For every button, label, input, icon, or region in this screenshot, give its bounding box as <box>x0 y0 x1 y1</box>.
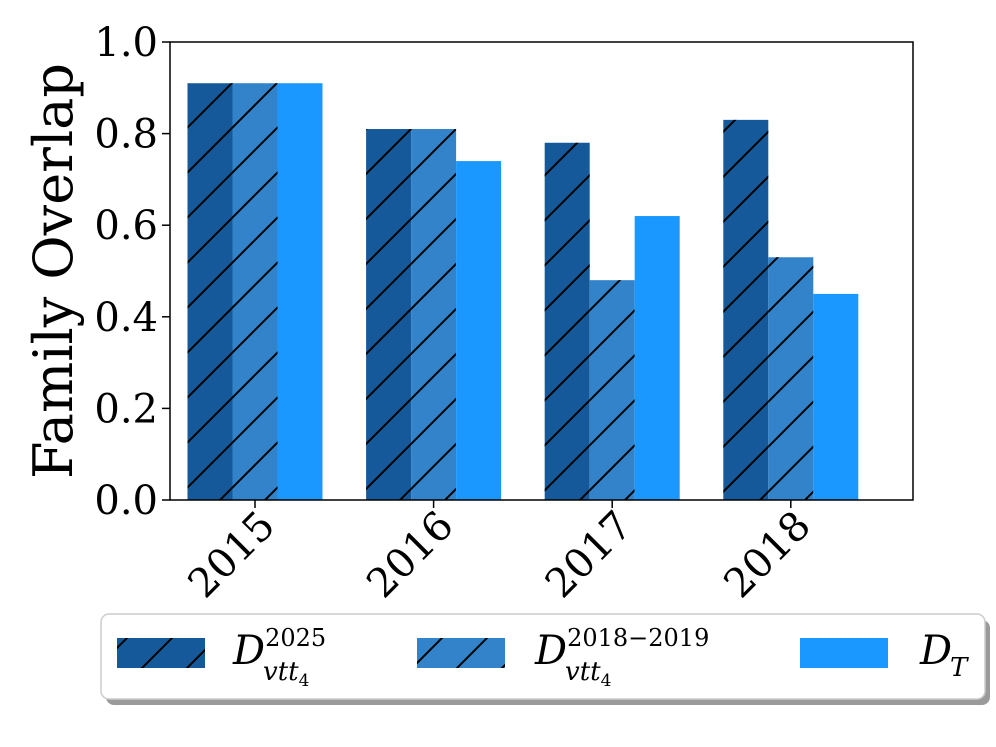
bar-2016-series-3 <box>456 161 502 500</box>
y-tick-label: 0.4 <box>94 295 158 341</box>
x-tick-label: 2018 <box>715 503 820 608</box>
legend-subscript-3: T <box>950 653 969 683</box>
y-tick-label: 0.6 <box>94 203 158 249</box>
bar-hatch-2017-series-2 <box>589 280 635 500</box>
y-tick-label: 1.0 <box>94 20 158 66</box>
legend-swatch-hatch-2 <box>417 638 505 668</box>
y-tick-label: 0.8 <box>94 112 158 158</box>
bar-2018-series-3 <box>813 293 859 500</box>
legend-subscript-1: vtt4 <box>263 657 309 691</box>
bar-hatch-2015-series-2 <box>232 83 278 500</box>
legend-label-1: D2025 <box>232 624 326 674</box>
x-axis: 2015 2016 2017 2018 <box>180 500 820 607</box>
x-tick-label: 2016 <box>358 503 463 608</box>
legend-box <box>100 613 986 700</box>
bar-hatch-2017-series-1 <box>544 142 590 500</box>
legend-swatch-hatch-1 <box>117 638 205 668</box>
legend-label-3: D <box>919 628 952 674</box>
x-tick-label: 2015 <box>180 503 285 608</box>
y-tick-label: 0.2 <box>94 386 158 432</box>
bar-2015-series-3 <box>277 83 323 500</box>
legend-label-2: D2018−2019 <box>534 624 709 674</box>
bars-group <box>187 83 859 501</box>
legend-swatch-3 <box>800 638 888 668</box>
y-axis-title: Family Overlap <box>22 63 85 479</box>
bar-hatch-2018-series-2 <box>768 257 814 500</box>
bar-hatch-2016-series-2 <box>411 129 457 500</box>
bar-hatch-2018-series-1 <box>723 119 769 501</box>
x-tick-label: 2017 <box>537 503 642 608</box>
legend-subscript-2: vtt4 <box>565 657 611 691</box>
bar-2017-series-3 <box>634 216 680 501</box>
bar-hatch-2016-series-1 <box>366 129 412 500</box>
y-tick-label: 0.0 <box>94 478 158 524</box>
y-axis: 0.0 0.2 0.4 0.6 0.8 1.0 <box>94 20 170 524</box>
bar-hatch-2015-series-1 <box>187 83 233 500</box>
plot-frame <box>169 41 914 501</box>
